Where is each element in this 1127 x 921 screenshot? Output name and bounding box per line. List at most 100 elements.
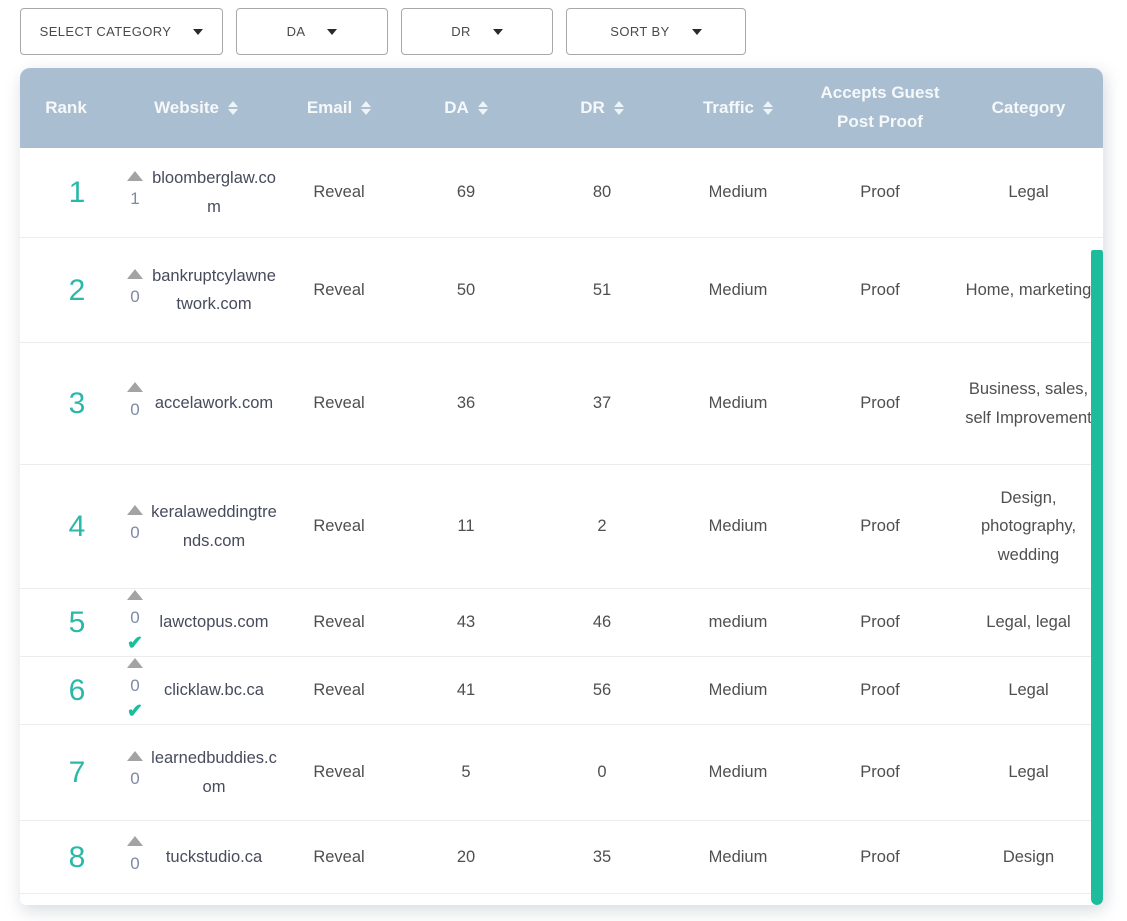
column-header-dr[interactable]: DR xyxy=(534,94,670,123)
reveal-email-link[interactable]: Reveal xyxy=(313,763,365,782)
da-value: 20 xyxy=(456,847,476,866)
column-header-label: Email xyxy=(306,97,353,117)
sort-icon[interactable] xyxy=(613,100,624,115)
verified-check-icon: ✔ xyxy=(127,633,143,654)
dr-filter-label: DR xyxy=(451,24,471,39)
upvote-icon[interactable] xyxy=(127,268,143,279)
dr-value: 37 xyxy=(592,394,612,413)
category-value: Legal xyxy=(1008,763,1049,782)
traffic-value: medium xyxy=(708,613,768,632)
caret-down-icon xyxy=(193,28,204,35)
reveal-email-link[interactable]: Reveal xyxy=(313,681,365,700)
da-value: 41 xyxy=(456,681,476,700)
vote-widget: 0 ✔ xyxy=(122,382,148,425)
column-header-category: Category xyxy=(954,94,1103,123)
reveal-email-link[interactable]: Reveal xyxy=(313,280,365,299)
column-header-label: Category xyxy=(991,97,1066,117)
table-row: 5 0 ✔ lawctopus.com Reveal 43 46 medium … xyxy=(20,589,1103,657)
table-body: 1 1 ✔ bloomberglaw.com Reveal 69 8 0 Medi… xyxy=(20,148,1103,894)
column-header-email[interactable]: Email xyxy=(280,94,398,123)
proof-link[interactable]: Proof xyxy=(860,280,900,299)
category-value: Design xyxy=(1002,847,1055,866)
table-row: 8 0 ✔ tuckstudio.ca Reveal 20 35 Medium … xyxy=(20,821,1103,894)
vote-count: 0 xyxy=(130,676,140,696)
vote-widget: 0 ✔ xyxy=(122,835,148,879)
reveal-email-link[interactable]: Reveal xyxy=(313,183,365,202)
proof-link[interactable]: Proof xyxy=(860,183,900,202)
dr-value: 35 xyxy=(592,847,612,866)
select-category-dropdown[interactable]: SELECT CATEGORY xyxy=(20,8,223,55)
dr-filter-dropdown[interactable]: DR xyxy=(401,8,553,55)
proof-link[interactable]: Proof xyxy=(860,517,900,536)
traffic-value: Medium xyxy=(708,280,768,299)
website-domain: keralaweddingtrends.com xyxy=(151,503,277,550)
rank-value: 6 xyxy=(68,674,86,707)
reveal-email-link[interactable]: Reveal xyxy=(313,847,365,866)
column-header-da[interactable]: DA xyxy=(398,94,534,123)
vote-widget: 0 ✔ xyxy=(122,590,148,655)
dr-value: 46 xyxy=(592,613,612,632)
vote-widget: 1 ✔ xyxy=(122,171,148,214)
traffic-value: Medium xyxy=(708,394,768,413)
proof-link[interactable]: Proof xyxy=(860,613,900,632)
vote-count: 1 xyxy=(130,189,140,209)
upvote-icon[interactable] xyxy=(127,505,143,516)
vertical-scrollbar-thumb[interactable] xyxy=(1091,250,1103,905)
table-row: 2 0 ✔ bankruptcylawnetwork.com Reveal 50… xyxy=(20,238,1103,343)
column-header-label: Rank xyxy=(45,97,87,117)
upvote-icon[interactable] xyxy=(127,171,143,182)
column-header-accepts-guest-post-proof: Accepts Guest Post Proof xyxy=(806,79,954,137)
reveal-email-link[interactable]: Reveal xyxy=(313,394,365,413)
vote-widget: 0 ✔ xyxy=(122,658,148,723)
da-value: 43 xyxy=(456,613,476,632)
table-row: 3 0 ✔ accelawork.com Reveal 36 37 Medium… xyxy=(20,343,1103,465)
column-header-label: Website xyxy=(154,97,219,117)
column-header-traffic[interactable]: Traffic xyxy=(670,94,806,123)
proof-link[interactable]: Proof xyxy=(860,681,900,700)
sort-icon[interactable] xyxy=(477,100,488,115)
upvote-icon[interactable] xyxy=(127,751,143,762)
rank-value: 5 xyxy=(68,606,86,639)
traffic-value: Medium xyxy=(708,681,768,700)
caret-down-icon xyxy=(691,28,702,35)
upvote-icon[interactable] xyxy=(127,382,143,393)
column-header-label: DR xyxy=(580,97,605,117)
rank-value: 3 xyxy=(68,387,86,420)
proof-link[interactable]: Proof xyxy=(860,847,900,866)
column-header-label: DA xyxy=(444,97,469,117)
caret-down-icon xyxy=(327,28,338,35)
website-domain: learnedbuddies.com xyxy=(151,749,277,796)
rank-value: 1 xyxy=(68,176,86,209)
dr-value: 2 xyxy=(597,517,607,536)
sort-icon[interactable] xyxy=(763,100,774,115)
upvote-icon[interactable] xyxy=(127,590,143,601)
reveal-email-link[interactable]: Reveal xyxy=(313,517,365,536)
da-value: 69 xyxy=(456,183,476,202)
website-domain: bankruptcylawnetwork.com xyxy=(152,266,276,313)
da-value: 5 xyxy=(461,763,471,782)
website-domain: tuckstudio.ca xyxy=(165,847,263,866)
table-row: 6 0 ✔ clicklaw.bc.ca Reveal 41 56 Medium… xyxy=(20,657,1103,725)
dr-value: 0 xyxy=(597,763,607,782)
website-domain: bloomberglaw.com xyxy=(152,169,276,216)
proof-link[interactable]: Proof xyxy=(860,394,900,413)
sort-by-dropdown[interactable]: SORT BY xyxy=(566,8,746,55)
upvote-icon[interactable] xyxy=(127,835,143,846)
category-value: Design, photography, wedding xyxy=(980,489,1077,564)
reveal-email-link[interactable]: Reveal xyxy=(313,613,365,632)
proof-link[interactable]: Proof xyxy=(860,763,900,782)
column-header-website[interactable]: Website xyxy=(112,94,280,123)
traffic-value: Medium xyxy=(708,183,768,202)
table-row: 4 0 ✔ keralaweddingtrends.com Reveal 11 … xyxy=(20,465,1103,589)
rank-value: 8 xyxy=(68,840,86,874)
table-row: 7 0 ✔ learnedbuddies.com Reveal 5 0 Medi… xyxy=(20,725,1103,821)
category-value: Home, marketing xyxy=(965,280,1092,299)
sort-icon[interactable] xyxy=(227,100,238,115)
select-category-label: SELECT CATEGORY xyxy=(39,24,172,39)
upvote-icon[interactable] xyxy=(127,658,143,669)
traffic-value: Medium xyxy=(708,517,768,536)
sort-icon[interactable] xyxy=(361,100,372,115)
category-value: Legal xyxy=(1008,183,1049,202)
da-filter-dropdown[interactable]: DA xyxy=(236,8,388,55)
table-row: 1 1 ✔ bloomberglaw.com Reveal 69 80 Medi… xyxy=(20,148,1103,238)
